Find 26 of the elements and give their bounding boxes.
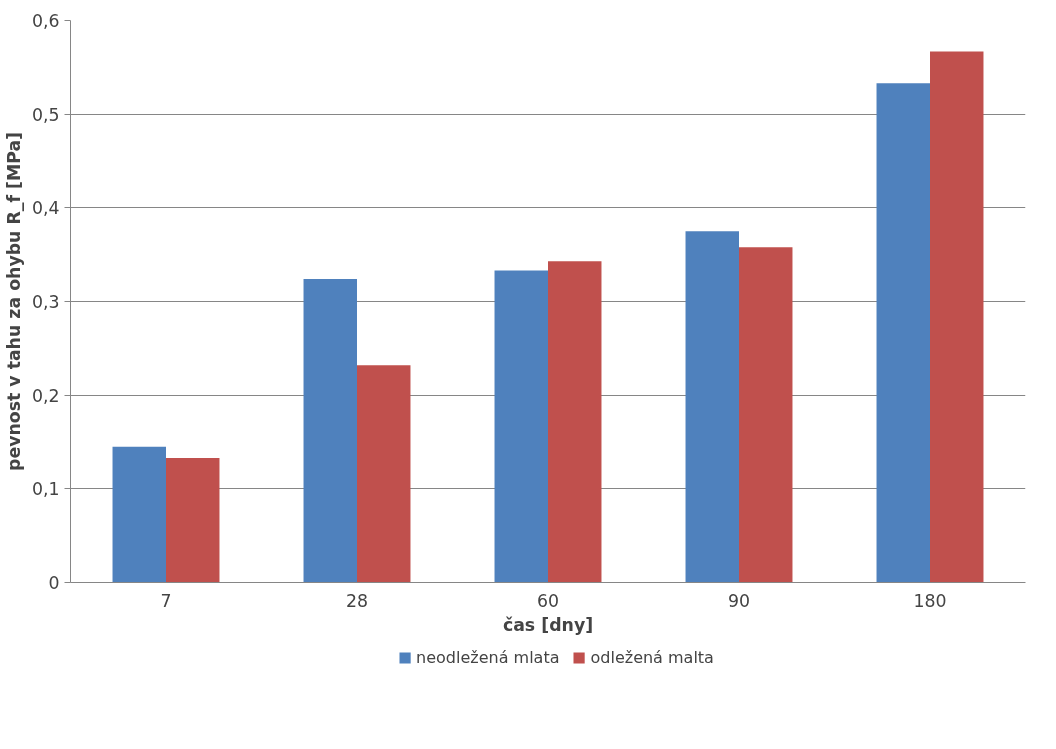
bar [494,270,548,583]
bar [303,279,357,583]
y-axis-title: pevnost v tahu za ohybu R_f [MPa] [3,131,24,472]
x-tick-label: 60 [536,590,560,611]
x-tick-label: 90 [727,590,751,611]
bar [930,51,984,583]
x-axis-title: čas [dny] [502,614,594,635]
legend-label: neodležená mlata [416,647,560,667]
y-tick-label: 0,5 [31,104,60,125]
x-tick-label: 180 [913,590,947,611]
y-tick-label: 0,6 [31,11,60,31]
y-tick-label: 0,2 [31,385,60,406]
bar [112,446,166,583]
bar [357,365,411,583]
y-tick-label: 0,3 [31,292,60,312]
x-tick-label: 28 [345,590,369,611]
bar [685,231,739,583]
x-tick-label: 7 [160,590,172,611]
y-tick-label: 0,1 [31,479,60,500]
bar [166,457,220,583]
bar [876,83,930,583]
bar [548,261,602,583]
legend-label: odležená malta [590,647,714,667]
bar [739,247,793,583]
y-tick-label: 0,4 [31,198,60,219]
y-tick-label: 0 [48,573,60,593]
